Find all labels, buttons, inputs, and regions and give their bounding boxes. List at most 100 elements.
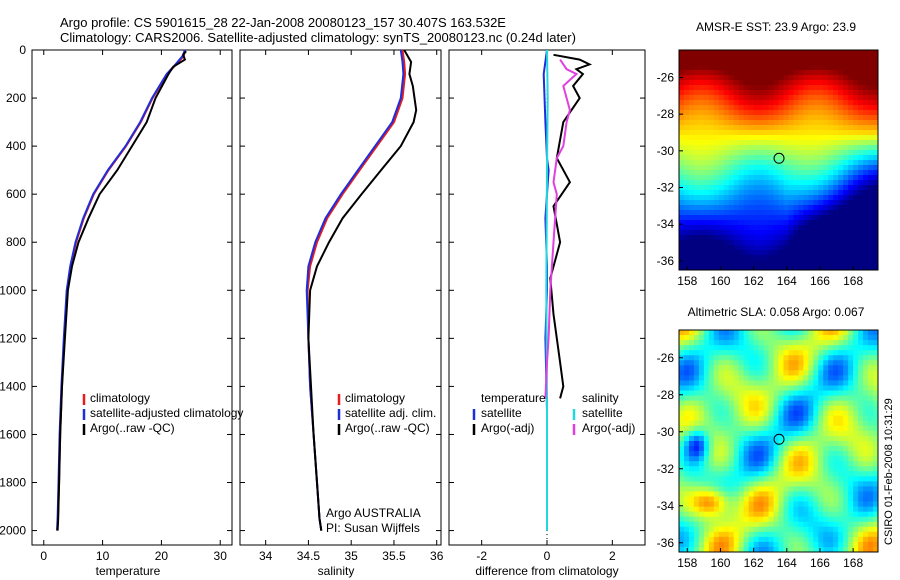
heatmap-cell — [798, 521, 804, 528]
heatmap-cell — [768, 365, 774, 371]
heatmap-cell — [738, 240, 745, 246]
heatmap-cell — [828, 435, 834, 442]
heatmap-cell — [688, 155, 695, 161]
heatmap-cell — [818, 120, 824, 126]
heatmap-cell — [713, 205, 720, 211]
heatmap-cell — [748, 355, 755, 361]
heatmap-cell — [803, 235, 809, 241]
heatmap-cell — [803, 345, 809, 351]
heatmap-cell — [863, 90, 869, 96]
heatmap-cell — [823, 491, 829, 497]
heatmap-cell — [863, 390, 869, 396]
heatmap-cell — [688, 355, 695, 361]
heatmap-cell — [873, 115, 879, 121]
heatmap-cell — [713, 70, 720, 76]
heatmap-cell — [728, 441, 735, 447]
heatmap-cell — [748, 516, 755, 523]
x-tick-label: 10 — [96, 549, 110, 563]
heatmap-cell — [863, 155, 869, 161]
heatmap-cell — [788, 220, 794, 226]
heatmap-cell — [738, 415, 745, 422]
heatmap-cell — [688, 385, 695, 391]
heatmap-cell — [793, 345, 799, 351]
heatmap-cell — [748, 125, 755, 131]
heatmap-cell — [788, 350, 794, 356]
heatmap-cell — [688, 345, 695, 351]
heatmap-cell — [713, 471, 720, 477]
heatmap-cell — [833, 230, 839, 236]
heatmap-cell — [683, 400, 690, 407]
heatmap-cell — [763, 435, 769, 442]
heatmap-cell — [818, 170, 824, 176]
heatmap-cell — [723, 225, 730, 231]
heatmap-cell — [778, 145, 784, 151]
heatmap-cell — [813, 220, 819, 226]
heatmap-cell — [788, 265, 794, 271]
heatmap-cell — [723, 491, 730, 497]
heatmap-cell — [788, 536, 794, 543]
heatmap-cell — [798, 506, 804, 513]
heatmap-cell — [858, 511, 864, 518]
heatmap-cell — [698, 375, 705, 381]
heatmap-cell — [738, 390, 745, 396]
heatmap-cell — [679, 100, 685, 106]
heatmap-cell — [798, 365, 804, 371]
heatmap-cell — [698, 466, 705, 472]
heatmap-cell — [858, 210, 864, 216]
heatmap-cell — [683, 395, 690, 402]
heatmap-cell — [693, 375, 700, 381]
heatmap-cell — [723, 230, 730, 236]
heatmap-cell — [868, 355, 874, 361]
heatmap-cell — [713, 245, 720, 251]
heatmap-cell — [768, 250, 774, 256]
heatmap-cell — [863, 441, 869, 447]
heatmap-cell — [713, 90, 720, 96]
heatmap-cell — [783, 420, 789, 427]
heatmap-cell — [753, 65, 760, 71]
heatmap-cell — [868, 95, 874, 101]
heatmap-cell — [703, 145, 710, 151]
heatmap-cell — [808, 100, 814, 106]
heatmap-cell — [733, 160, 740, 166]
heatmap-cell — [858, 120, 864, 126]
heatmap-cell — [793, 516, 799, 523]
heatmap-cell — [828, 410, 834, 417]
heatmap-cell — [808, 435, 814, 442]
heatmap-cell — [783, 185, 789, 191]
heatmap-cell — [738, 155, 745, 161]
heatmap-cell — [798, 476, 804, 482]
heatmap-cell — [693, 155, 700, 161]
heatmap-cell — [858, 140, 864, 146]
heatmap-cell — [753, 50, 760, 56]
heatmap-cell — [758, 546, 764, 553]
heatmap-cell — [803, 165, 809, 171]
heatmap-cell — [743, 390, 750, 396]
heatmap-cell — [728, 255, 735, 261]
heatmap-cell — [743, 205, 750, 211]
heatmap-cell — [679, 80, 685, 86]
heatmap-cell — [803, 355, 809, 361]
heatmap-cell — [868, 461, 874, 467]
heatmap-cell — [853, 60, 859, 66]
heatmap-cell — [863, 491, 869, 497]
heatmap-cell — [778, 125, 784, 131]
heatmap-cell — [853, 110, 859, 116]
heatmap-cell — [778, 516, 784, 523]
heatmap-cell — [728, 526, 735, 533]
heatmap-cell — [683, 85, 690, 91]
heatmap-cell — [713, 456, 720, 462]
heatmap-cell — [838, 481, 844, 487]
heatmap-cell — [798, 55, 804, 61]
heatmap-cell — [758, 205, 764, 211]
heatmap-cell — [723, 471, 730, 477]
heatmap-cell — [773, 435, 779, 442]
heatmap-cell — [718, 345, 725, 351]
heatmap-cell — [679, 471, 685, 477]
heatmap-cell — [713, 466, 720, 472]
heatmap-cell — [793, 365, 799, 371]
heatmap-cell — [743, 375, 750, 381]
heatmap-cell — [683, 240, 690, 246]
heatmap-cell — [753, 511, 760, 518]
heatmap-cell — [679, 486, 685, 492]
heatmap-cell — [828, 350, 834, 356]
